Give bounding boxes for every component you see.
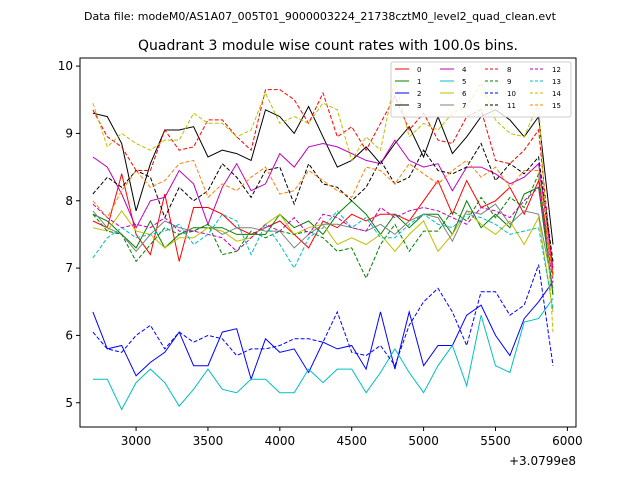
- series-line-1: [92, 186, 554, 296]
- y-tick-label: 7: [65, 261, 73, 275]
- legend-label-1: 1: [417, 78, 421, 86]
- legend-label-7: 7: [462, 102, 466, 110]
- y-tick-label: 5: [65, 396, 73, 410]
- series-line-10: [92, 264, 554, 367]
- series-line-5: [92, 298, 554, 411]
- legend-box: [390, 61, 572, 118]
- legend-label-13: 13: [552, 78, 561, 86]
- series-line-7: [92, 203, 554, 289]
- chart-title: Quadrant 3 module wise count rates with …: [138, 38, 518, 54]
- x-offset-label: +3.0799e8: [509, 454, 576, 468]
- plot-frame: [79, 57, 577, 428]
- series-line-8: [92, 89, 554, 275]
- legend-label-9: 9: [507, 78, 511, 86]
- legend-label-3: 3: [417, 102, 421, 110]
- x-tick-label: 3500: [193, 434, 224, 448]
- series-line-11: [92, 142, 554, 262]
- series-line-9: [92, 171, 554, 296]
- legend-label-14: 14: [552, 90, 561, 98]
- y-tick-label: 10: [58, 59, 73, 73]
- series-line-13: [92, 210, 554, 309]
- y-tick-label: 6: [65, 328, 73, 342]
- x-tick-label: 5000: [408, 434, 439, 448]
- legend-label-5: 5: [462, 78, 466, 86]
- x-tick-label: 5500: [480, 434, 511, 448]
- series-layer: [92, 79, 554, 411]
- series-line-12: [92, 186, 554, 282]
- legend-label-2: 2: [417, 90, 421, 98]
- x-tick-label: 4500: [336, 434, 367, 448]
- legend-label-4: 4: [462, 66, 467, 74]
- x-tick-label: 3000: [121, 434, 152, 448]
- legend-label-6: 6: [462, 90, 467, 98]
- series-line-15: [92, 159, 554, 279]
- legend-label-15: 15: [552, 102, 561, 110]
- chart-suptitle: Data file: modeM0/AS1A07_005T01_90000032…: [84, 10, 557, 23]
- x-tick-label: 6000: [552, 434, 583, 448]
- legend-label-12: 12: [552, 66, 561, 74]
- y-tick-label: 9: [65, 126, 73, 140]
- legend-label-11: 11: [507, 102, 516, 110]
- legend-label-0: 0: [417, 66, 421, 74]
- series-line-3: [92, 105, 554, 245]
- x-tick-label: 4000: [265, 434, 296, 448]
- legend-label-8: 8: [507, 66, 511, 74]
- series-line-0: [92, 173, 554, 275]
- series-line-4: [92, 139, 554, 269]
- y-tick-label: 8: [65, 194, 73, 208]
- legend-label-10: 10: [507, 90, 516, 98]
